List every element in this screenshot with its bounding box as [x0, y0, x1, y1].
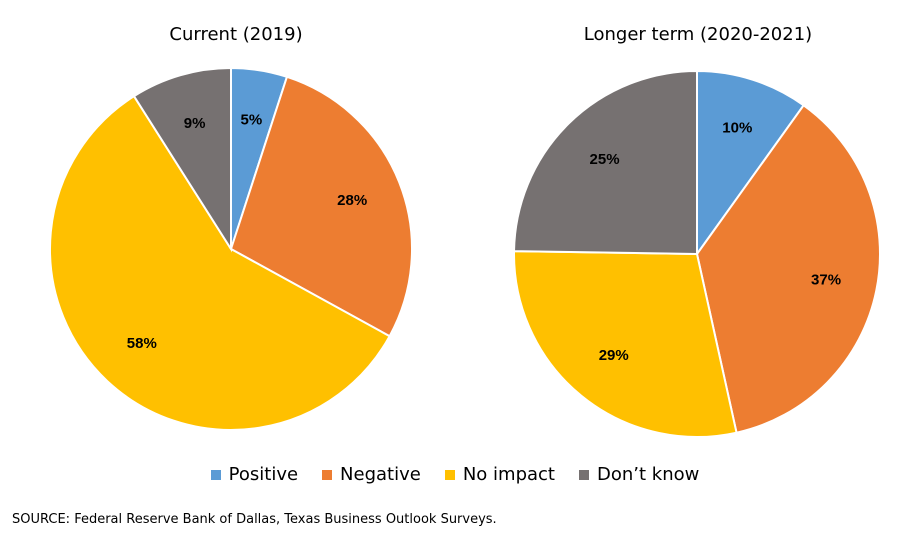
- chart-title-longer-term: Longer term (2020-2021): [583, 24, 813, 45]
- data-label-negative: 37%: [811, 271, 841, 288]
- pie-slice-negative: [695, 103, 881, 434]
- legend-label-negative: Negative: [340, 464, 421, 485]
- legend-item-negative: Negative: [322, 464, 421, 485]
- pie-slice-don-t-know: [132, 66, 232, 253]
- legend-label-positive: Positive: [228, 464, 299, 485]
- legend: Positive Negative No impact Don’t know: [0, 464, 910, 485]
- data-label-no-impact: 58%: [127, 335, 157, 352]
- legend-label-no-impact: No impact: [462, 464, 555, 485]
- pie-slice-no-impact: [513, 250, 738, 438]
- source-note: SOURCE: Federal Reserve Bank of Dallas, …: [12, 512, 497, 527]
- pie-slice-positive: [696, 69, 806, 258]
- pie-slice-negative: [229, 75, 413, 338]
- chart-title-current: Current (2019): [169, 24, 303, 45]
- pie-slice-don-t-know: [513, 69, 698, 256]
- data-label-positive: 10%: [722, 120, 752, 137]
- pie-slice-no-impact: [49, 94, 391, 431]
- legend-item-positive: Positive: [210, 464, 299, 485]
- pie-longer-term: 10% 37% 29% 25%: [513, 69, 881, 438]
- legend-item-no-impact: No impact: [444, 464, 555, 485]
- data-label-positive: 5%: [241, 111, 263, 128]
- data-label-no-impact: 29%: [599, 347, 629, 364]
- data-label-negative: 28%: [337, 192, 367, 209]
- legend-label-dont-know: Don’t know: [596, 464, 700, 485]
- pie-current: 5% 28% 58% 9%: [49, 66, 413, 431]
- legend-swatch-positive: [210, 469, 221, 480]
- legend-swatch-negative: [322, 469, 333, 480]
- legend-swatch-no-impact: [444, 469, 455, 480]
- data-label-don-t-know: 25%: [590, 151, 620, 168]
- legend-swatch-dont-know: [578, 469, 589, 480]
- data-label-don-t-know: 9%: [184, 115, 206, 132]
- legend-item-dont-know: Don’t know: [578, 464, 700, 485]
